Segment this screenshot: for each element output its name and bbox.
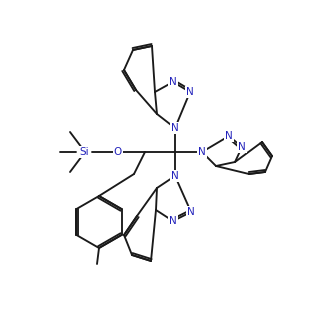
Text: O: O (114, 147, 122, 157)
Text: N: N (225, 131, 233, 141)
Text: N: N (171, 123, 179, 133)
Text: N: N (198, 147, 206, 157)
Text: N: N (169, 77, 177, 87)
Text: N: N (169, 216, 177, 226)
Text: N: N (187, 207, 195, 217)
Text: N: N (171, 171, 179, 181)
Text: N: N (238, 142, 246, 152)
Text: N: N (186, 87, 194, 97)
Text: Si: Si (79, 147, 89, 157)
